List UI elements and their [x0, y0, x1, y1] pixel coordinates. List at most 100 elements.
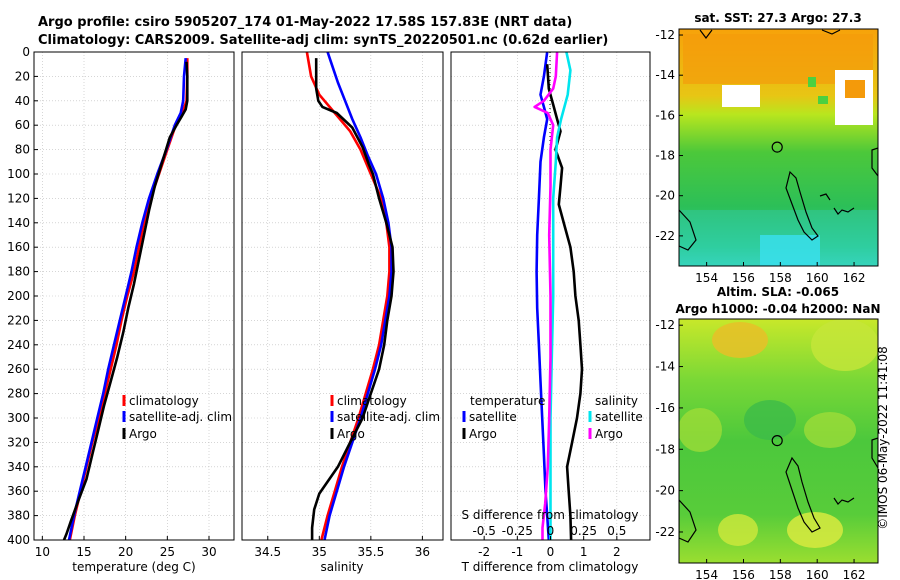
salinity-xlabel: salinity: [320, 560, 363, 574]
sla-high-anomaly: [804, 412, 856, 448]
map-y-tick-label: -18: [655, 442, 675, 456]
temperature-panel: 10 15 20 25 30 0 20 40 60 80 100 120 140 160 180 200 22…: [7, 45, 235, 574]
x-tick-label: 20: [118, 545, 133, 559]
map-x-tick-label: 158: [769, 568, 792, 580]
sla-coast-outline: [679, 499, 697, 543]
legend-label-s-satellite: satellite: [595, 410, 643, 424]
sla-map-field: [679, 319, 878, 563]
temperature-difference-xlabel: T difference from climatology: [461, 560, 639, 574]
legend-label-argo: Argo: [337, 427, 365, 441]
y-tick-label: 260: [7, 362, 30, 376]
x-tick-label: 25: [160, 545, 175, 559]
x-tick-label: 0: [547, 545, 555, 559]
y-tick-label: 340: [7, 460, 30, 474]
sst-map-panel: sat. SST: 27.3 Argo: 27.3: [655, 11, 879, 285]
x-tick-label: 1: [580, 545, 588, 559]
y-tick-label: 0: [22, 45, 30, 59]
y-tick-label: 220: [7, 313, 30, 327]
map-y-tick-label: -16: [655, 108, 675, 122]
sst-missing-data-patch: [735, 95, 753, 105]
sst-map-field: [679, 29, 878, 266]
x-tick-label: 34.5: [254, 545, 281, 559]
sla-reef-outline: [785, 456, 821, 533]
legend-title-salinity: salinity: [595, 394, 638, 408]
y-tick-label: 300: [7, 411, 30, 425]
temperature-series: [62, 57, 189, 540]
difference-series-s-argo: [533, 52, 559, 540]
map-y-tick-label: -22: [655, 525, 675, 539]
map-y-tick-label: -12: [655, 318, 675, 332]
y-tick-label: 120: [7, 191, 30, 205]
map-y-tick-label: -18: [655, 149, 675, 163]
salinity-difference-tick-label: 0.5: [607, 524, 626, 538]
map-x-tick-label: 162: [843, 568, 866, 580]
sst-coast-outline: [679, 209, 697, 251]
sst-cyan-patch: [760, 235, 820, 266]
x-tick-label: 2: [613, 545, 621, 559]
x-tick-label: 36: [415, 545, 430, 559]
map-x-tick-label: 156: [732, 568, 755, 580]
sla-low-anomaly: [744, 400, 796, 440]
x-tick-label: 35.5: [357, 545, 384, 559]
sst-reef-outline: [819, 193, 831, 201]
sst-warm-patch: [845, 80, 865, 98]
sla-high-anomaly: [811, 319, 878, 371]
figure-title-line1: Argo profile: csiro 5905207_174 01-May-2…: [38, 15, 573, 30]
sst-reef-outline: [833, 207, 855, 215]
temperature-series-satellite-adj-clim: [67, 57, 187, 540]
map-y-tick-label: -16: [655, 401, 675, 415]
temperature-legend: climatology satellite-adj. clim Argo: [122, 394, 232, 441]
map-x-tick-label: 160: [806, 271, 829, 285]
map-x-tick-label: 156: [732, 271, 755, 285]
sst-green-patch: [818, 96, 828, 104]
sst-map-title: sat. SST: 27.3 Argo: 27.3: [694, 11, 861, 25]
depth-yticks: 0 20 40 60 80 100 120 140 160 180 200 220 240 260 280 3…: [7, 45, 38, 547]
temperature-xlabel: temperature (deg C): [72, 560, 195, 574]
salinity-difference-tick-label: -0.25: [502, 524, 533, 538]
salinity-series: [305, 52, 395, 540]
legend-label-argo: Argo: [129, 427, 157, 441]
salinity-difference-tick-label: 0: [547, 524, 555, 538]
sla-reef-outline: [833, 497, 855, 505]
map-y-tick-label: -20: [655, 484, 675, 498]
difference-series: [533, 52, 584, 540]
salinity-grid: [242, 51, 443, 541]
map-x-tick-label: 154: [695, 568, 718, 580]
sla-high-anomaly: [679, 408, 722, 452]
legend-label-satellite: satellite-adj. clim: [337, 410, 440, 424]
salinity-series-argo: [310, 58, 395, 540]
y-tick-label: 380: [7, 509, 30, 523]
sla-map-title: Altim. SLA: -0.065: [717, 285, 839, 299]
y-tick-label: 160: [7, 240, 30, 254]
legend-label-s-argo: Argo: [595, 427, 623, 441]
salinity-frame: [241, 51, 444, 541]
y-tick-label: 400: [7, 533, 30, 547]
y-tick-label: 180: [7, 265, 30, 279]
map-x-tick-label: 158: [769, 271, 792, 285]
x-tick-label: -2: [478, 545, 490, 559]
temperature-series-climatology: [68, 58, 189, 540]
x-tick-label: 35: [312, 545, 327, 559]
map-y-tick-label: -20: [655, 189, 675, 203]
y-tick-label: 140: [7, 216, 30, 230]
difference-legend: temperature satellite Argo salinity sate…: [462, 394, 643, 441]
salinity-series-satellite-adj-clim: [323, 52, 393, 540]
map-y-tick-label: -12: [655, 28, 675, 42]
difference-panel: -2 -1 0 1 2 -0.5 -0.25 0 0.25 0.5 S difference f…: [450, 51, 651, 574]
map-y-tick-label: -14: [655, 360, 675, 374]
y-tick-label: 200: [7, 289, 30, 303]
legend-label-climatology: climatology: [129, 394, 199, 408]
x-tick-label: 15: [76, 545, 91, 559]
salinity-difference-ticks: -0.5 -0.25 0 0.25 0.5: [472, 524, 626, 538]
salinity-legend: climatology satellite-adj. clim Argo: [330, 394, 440, 441]
sla-map-frame: [678, 318, 879, 564]
map-y-tick-label: -14: [655, 68, 675, 82]
y-tick-label: 20: [15, 69, 30, 83]
map-x-tick-label: 154: [695, 271, 718, 285]
sst-green-patch: [808, 77, 816, 87]
y-tick-label: 80: [15, 143, 30, 157]
x-tick-label: -1: [511, 545, 523, 559]
difference-xticks: -2 -1 0 1 2: [478, 536, 621, 559]
